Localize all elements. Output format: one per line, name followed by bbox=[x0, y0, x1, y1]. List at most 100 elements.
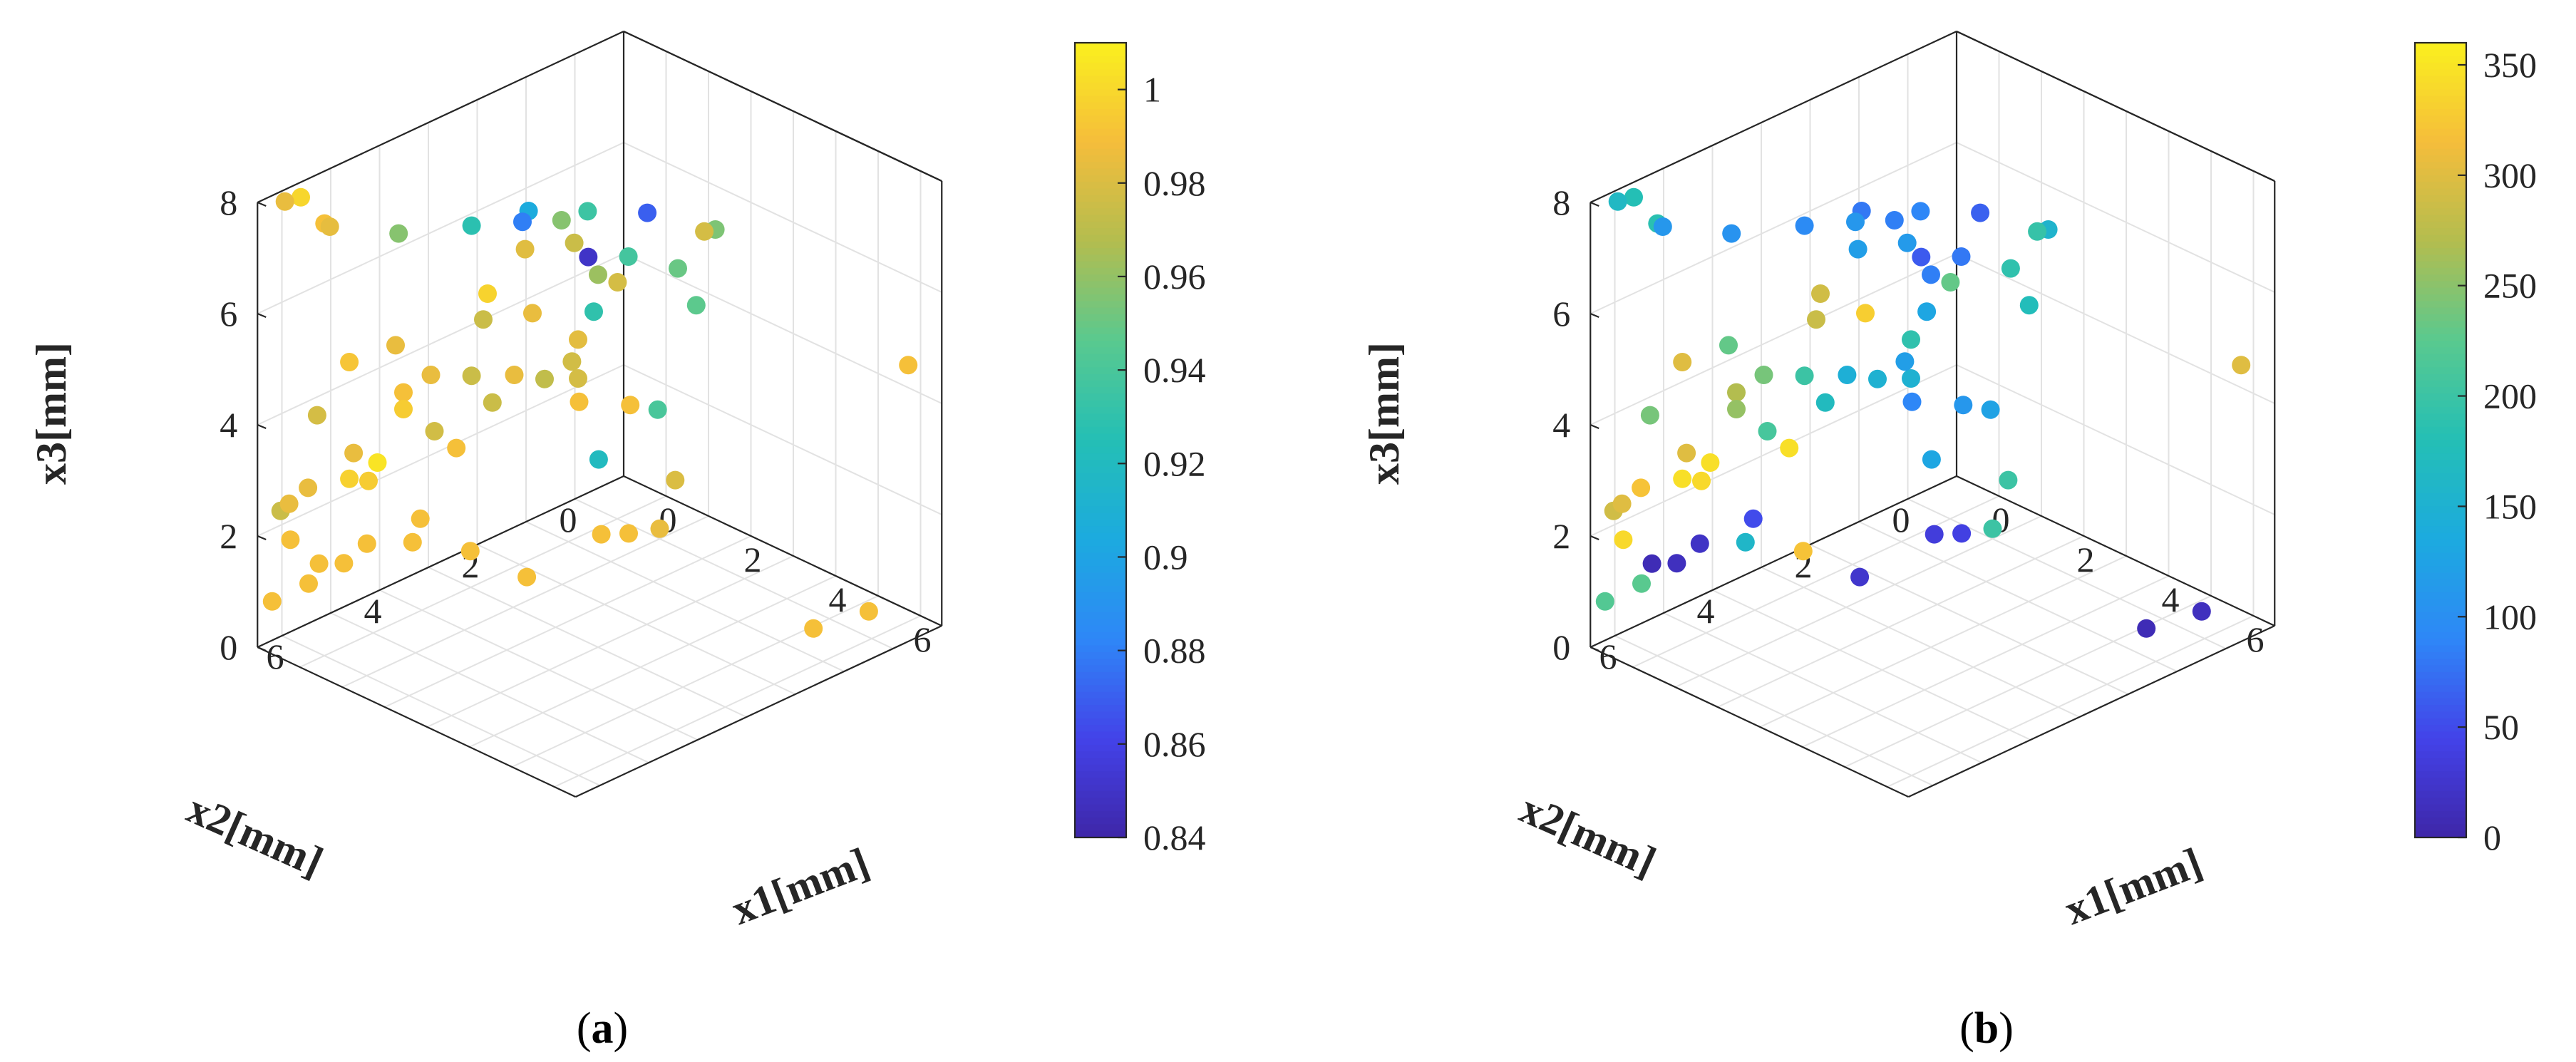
grid-line bbox=[525, 521, 845, 672]
colorbar-band bbox=[2415, 731, 2466, 739]
data-point bbox=[1856, 304, 1875, 323]
colorbar-band bbox=[2415, 228, 2466, 236]
grid-line bbox=[575, 498, 894, 649]
data-point bbox=[411, 509, 430, 528]
axis-edge bbox=[1956, 31, 2275, 182]
data-point bbox=[1624, 187, 1643, 207]
data-point bbox=[899, 356, 918, 375]
data-point bbox=[1971, 203, 1990, 222]
z-tick bbox=[257, 646, 267, 652]
grid-line bbox=[426, 555, 794, 728]
data-point bbox=[513, 212, 532, 232]
colorbar-band bbox=[2415, 321, 2466, 329]
data-point bbox=[505, 366, 524, 384]
colorbar-band bbox=[1075, 373, 1126, 381]
colorbar-band bbox=[2415, 466, 2466, 474]
colorbar-band bbox=[1075, 261, 1126, 269]
colorbar-band bbox=[2415, 221, 2466, 229]
colorbar-tick-label: 0.98 bbox=[1143, 163, 1206, 203]
colorbar-band bbox=[1075, 771, 1126, 779]
data-point bbox=[386, 336, 405, 355]
colorbar-tick-label: 0.86 bbox=[1143, 724, 1206, 764]
z-tick-label: 6 bbox=[220, 294, 237, 334]
colorbar-band bbox=[2415, 446, 2466, 454]
z-tick bbox=[1590, 312, 1599, 319]
colorbar-band bbox=[1075, 453, 1126, 461]
grid-line bbox=[257, 364, 624, 537]
data-point bbox=[1895, 352, 1915, 371]
colorbar-band bbox=[2415, 261, 2466, 269]
x-tick-label: 6 bbox=[2247, 619, 2265, 659]
data-point bbox=[1846, 212, 1865, 232]
data-point bbox=[592, 525, 611, 544]
colorbar-band bbox=[1075, 202, 1126, 210]
data-point bbox=[1727, 400, 1746, 418]
colorbar-band bbox=[1075, 830, 1126, 838]
colorbar-band bbox=[1075, 738, 1126, 746]
data-point bbox=[262, 592, 282, 611]
colorbar-band bbox=[1075, 631, 1126, 640]
data-point bbox=[565, 233, 584, 252]
data-point bbox=[299, 478, 318, 498]
colorbar-band bbox=[2415, 162, 2466, 170]
data-point bbox=[648, 400, 667, 419]
data-point bbox=[589, 450, 608, 469]
data-point bbox=[695, 222, 714, 241]
colorbar-band bbox=[2415, 108, 2466, 117]
colorbar-tick-label: 150 bbox=[2483, 486, 2537, 526]
colorbar-band bbox=[2415, 148, 2466, 156]
colorbar-band bbox=[1075, 579, 1126, 587]
colorbar-band bbox=[2415, 234, 2466, 242]
data-point bbox=[1848, 239, 1867, 259]
colorbar-band bbox=[1075, 188, 1126, 196]
colorbar-band bbox=[1075, 294, 1126, 302]
colorbar-band bbox=[2415, 619, 2466, 627]
colorbar-band bbox=[2415, 49, 2466, 57]
colorbar-band bbox=[1075, 367, 1126, 375]
colorbar-band bbox=[2415, 354, 2466, 361]
colorbar-band bbox=[2415, 725, 2466, 733]
colorbar-band bbox=[1075, 665, 1126, 673]
colorbar: 0.84 0.86 0.88 0.9 0.92 0.94 0.96 0.98 1 bbox=[1073, 41, 1206, 857]
colorbar-band bbox=[2415, 254, 2466, 262]
data-point bbox=[340, 469, 359, 488]
colorbar-band bbox=[2415, 89, 2466, 97]
colorbar-band bbox=[2415, 188, 2466, 196]
data-point bbox=[569, 330, 587, 349]
data-point bbox=[1795, 216, 1814, 235]
colorbar-band bbox=[1075, 301, 1126, 309]
colorbar-band bbox=[2415, 62, 2466, 70]
colorbar-band bbox=[2415, 327, 2466, 335]
data-point bbox=[1922, 450, 1941, 469]
colorbar-band bbox=[1075, 751, 1126, 759]
colorbar-tick-label: 0.92 bbox=[1143, 443, 1206, 483]
colorbar-band bbox=[1075, 248, 1126, 256]
colorbar-band bbox=[1075, 361, 1126, 368]
data-point bbox=[1815, 393, 1835, 412]
colorbar-band bbox=[1075, 82, 1126, 90]
colorbar-band bbox=[1075, 572, 1126, 580]
colorbar-band bbox=[1075, 486, 1126, 494]
colorbar-band bbox=[2415, 612, 2466, 620]
data-point bbox=[1838, 366, 1857, 384]
data-point bbox=[1673, 469, 1692, 488]
colorbar-band bbox=[1075, 790, 1126, 799]
data-point bbox=[1954, 396, 1973, 415]
axis-edge bbox=[623, 475, 942, 627]
grid-line bbox=[257, 142, 624, 314]
colorbar-band bbox=[1075, 639, 1126, 646]
colorbar-band bbox=[2415, 651, 2466, 659]
colorbar-band bbox=[1075, 744, 1126, 753]
colorbar-band bbox=[1075, 135, 1126, 143]
colorbar-band bbox=[2415, 493, 2466, 500]
colorbar-band bbox=[1075, 182, 1126, 190]
colorbar-tick-label: 50 bbox=[2483, 707, 2519, 747]
colorbar-band bbox=[1075, 49, 1126, 57]
data-point bbox=[425, 422, 444, 440]
axis-edge bbox=[1956, 475, 2275, 627]
data-point bbox=[483, 393, 502, 412]
data-point bbox=[320, 217, 339, 236]
colorbar-band bbox=[1075, 142, 1126, 150]
grid-line bbox=[257, 253, 624, 426]
data-point bbox=[1793, 542, 1813, 561]
